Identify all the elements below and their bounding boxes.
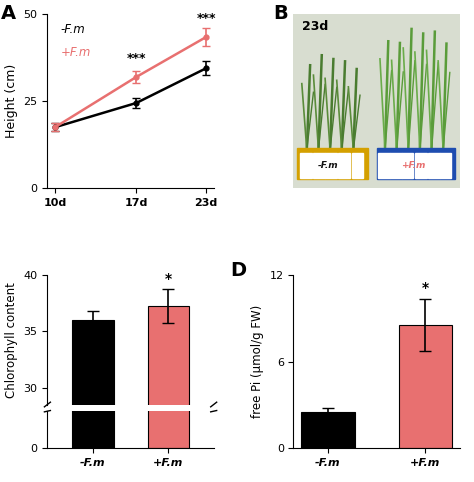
Text: -F.m: -F.m xyxy=(318,161,339,170)
Bar xyxy=(313,153,325,177)
Y-axis label: free Pi (μmol/g FW): free Pi (μmol/g FW) xyxy=(251,305,264,418)
Bar xyxy=(147,307,189,482)
Y-axis label: Height (cm): Height (cm) xyxy=(5,64,18,138)
Bar xyxy=(377,148,455,179)
Bar xyxy=(300,153,312,177)
Bar xyxy=(440,153,451,177)
Bar xyxy=(338,153,350,177)
Y-axis label: Chlorophyll content: Chlorophyll content xyxy=(5,281,18,398)
Bar xyxy=(428,153,440,177)
Text: *: * xyxy=(422,281,429,295)
Bar xyxy=(399,325,452,448)
Text: +F.m: +F.m xyxy=(61,46,91,59)
Text: B: B xyxy=(273,4,288,23)
Text: 23d: 23d xyxy=(302,20,328,33)
Text: +F.m: +F.m xyxy=(401,161,425,170)
Text: ***: *** xyxy=(127,53,146,66)
Bar xyxy=(325,153,337,177)
Bar xyxy=(301,412,355,448)
Bar xyxy=(390,153,401,177)
Bar xyxy=(72,320,114,482)
Text: -F.m: -F.m xyxy=(61,23,85,36)
Bar xyxy=(378,153,390,177)
Bar xyxy=(147,0,189,448)
Bar xyxy=(415,153,427,177)
Bar xyxy=(297,148,368,179)
Text: D: D xyxy=(230,261,246,280)
Text: *: * xyxy=(165,272,172,286)
Bar xyxy=(401,153,413,177)
Bar xyxy=(352,153,364,177)
Text: A: A xyxy=(1,4,16,23)
Text: ***: *** xyxy=(196,12,216,25)
Bar xyxy=(72,0,114,448)
